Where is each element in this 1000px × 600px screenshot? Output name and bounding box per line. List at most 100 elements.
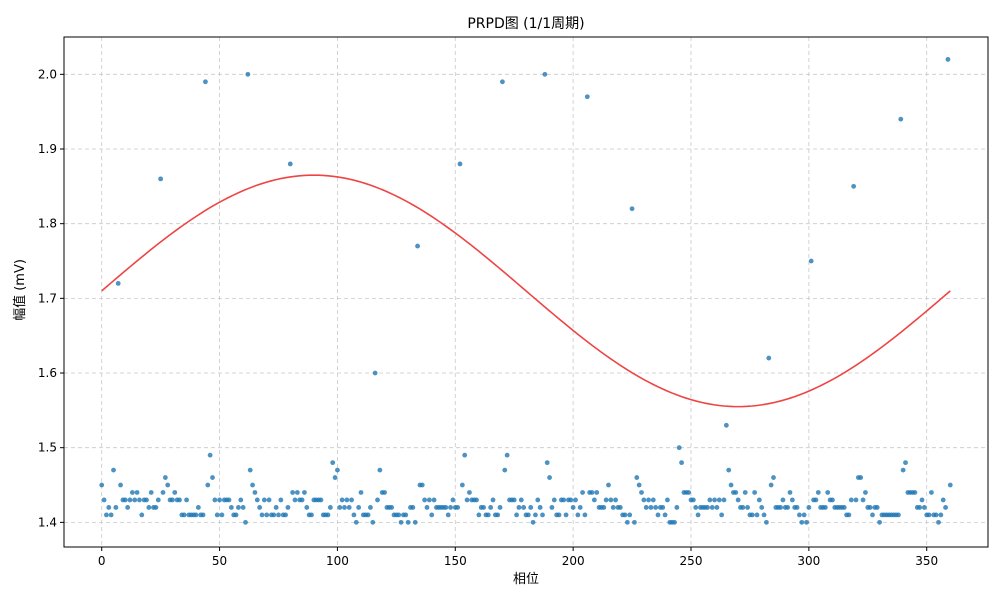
scatter-point — [327, 505, 333, 510]
scatter-point — [403, 512, 409, 518]
scatter-point — [132, 497, 138, 503]
scatter-point — [639, 490, 644, 495]
scatter-point — [455, 505, 461, 510]
scatter-point — [794, 505, 800, 510]
scatter-point — [365, 512, 371, 518]
scatter-point — [160, 490, 166, 495]
scatter-point — [127, 497, 133, 503]
scatter-point — [787, 490, 793, 495]
scatter-point — [429, 512, 435, 518]
scatter-point — [158, 176, 164, 182]
scatter-point — [929, 490, 934, 495]
scatter-point — [778, 505, 783, 510]
scatter-point — [540, 512, 545, 518]
scatter-point — [111, 467, 116, 473]
scatter-point — [938, 512, 944, 518]
scatter-point — [287, 161, 293, 167]
scatter-point — [283, 512, 288, 518]
scatter-point — [617, 505, 623, 510]
scatter-point — [304, 505, 310, 510]
scatter-point — [443, 505, 449, 510]
scatter-point — [332, 475, 338, 480]
scatter-point — [785, 505, 791, 510]
scatter-point — [356, 505, 362, 510]
scatter-point — [259, 512, 265, 518]
scatter-point — [271, 512, 277, 518]
scatter-point — [368, 505, 373, 510]
scatter-point — [766, 355, 772, 361]
scatter-point — [577, 505, 583, 510]
scatter-point — [629, 206, 635, 212]
scatter-point — [624, 519, 630, 525]
scatter-point — [870, 512, 875, 518]
scatter-point — [728, 482, 734, 488]
scatter-point — [650, 497, 656, 503]
scatter-point — [424, 505, 430, 510]
scatter-point — [921, 505, 927, 510]
scatter-point — [693, 505, 699, 510]
scatter-point — [344, 497, 350, 503]
scatter-point — [537, 505, 543, 510]
scatter-point — [544, 460, 550, 466]
scatter-point — [589, 490, 595, 495]
scatter-point — [660, 505, 666, 510]
scatter-point — [551, 497, 557, 503]
scatter-point — [721, 497, 727, 503]
scatter-point — [464, 497, 470, 503]
scatter-point — [632, 519, 637, 525]
scatter-point — [226, 497, 232, 503]
scatter-point — [113, 505, 119, 510]
scatter-point — [853, 497, 859, 503]
scatter-point — [370, 519, 376, 525]
scatter-point — [481, 505, 486, 510]
scatter-point — [511, 497, 517, 503]
scatter-point — [203, 79, 208, 85]
scatter-point — [690, 497, 696, 503]
scatter-point — [200, 512, 206, 518]
scatter-point — [177, 497, 182, 503]
scatter-point — [742, 490, 748, 495]
scatter-point — [488, 505, 494, 510]
scatter-point — [504, 452, 510, 458]
y-axis-title: 幅值 (mV) — [12, 259, 28, 321]
scatter-point — [759, 505, 765, 510]
scatter-point — [860, 497, 866, 503]
scatter-point — [302, 490, 307, 495]
scatter-point — [273, 505, 279, 510]
scatter-point — [285, 505, 291, 510]
scatter-point — [146, 505, 152, 510]
scatter-point — [412, 519, 418, 525]
scatter-point — [476, 512, 482, 518]
scatter-point — [610, 505, 616, 510]
scatter-point — [261, 497, 267, 503]
scatter-point — [874, 505, 880, 510]
scatter-point — [309, 512, 314, 518]
scatter-point — [940, 497, 946, 503]
scatter-point — [601, 505, 607, 510]
scatter-point — [591, 497, 597, 503]
scatter-point — [342, 505, 347, 510]
scatter-point — [389, 505, 395, 510]
scatter-point — [276, 512, 281, 518]
scatter-point — [219, 512, 225, 518]
scatter-point — [462, 452, 468, 458]
x-tick-label: 250 — [680, 554, 703, 568]
scatter-point — [594, 490, 600, 495]
scatter-point — [733, 490, 739, 495]
scatter-point — [382, 490, 387, 495]
plot-frame — [63, 36, 989, 548]
scatter-point — [104, 512, 109, 518]
grid-lines — [64, 37, 988, 547]
x-axis-ticks: 0 50 100 150 200 250 300 350 — [98, 547, 938, 568]
scatter-point — [771, 475, 776, 480]
scatter-point — [252, 490, 258, 495]
y-tick-label: 1.9 — [38, 142, 57, 156]
scatter-point — [337, 505, 343, 510]
scatter-point — [450, 497, 456, 503]
scatter-point — [228, 505, 234, 510]
scatter-point — [243, 519, 248, 525]
scatter-point — [528, 505, 534, 510]
scatter-point — [422, 497, 428, 503]
scatter-point — [217, 497, 222, 503]
scatter-point — [808, 258, 814, 264]
